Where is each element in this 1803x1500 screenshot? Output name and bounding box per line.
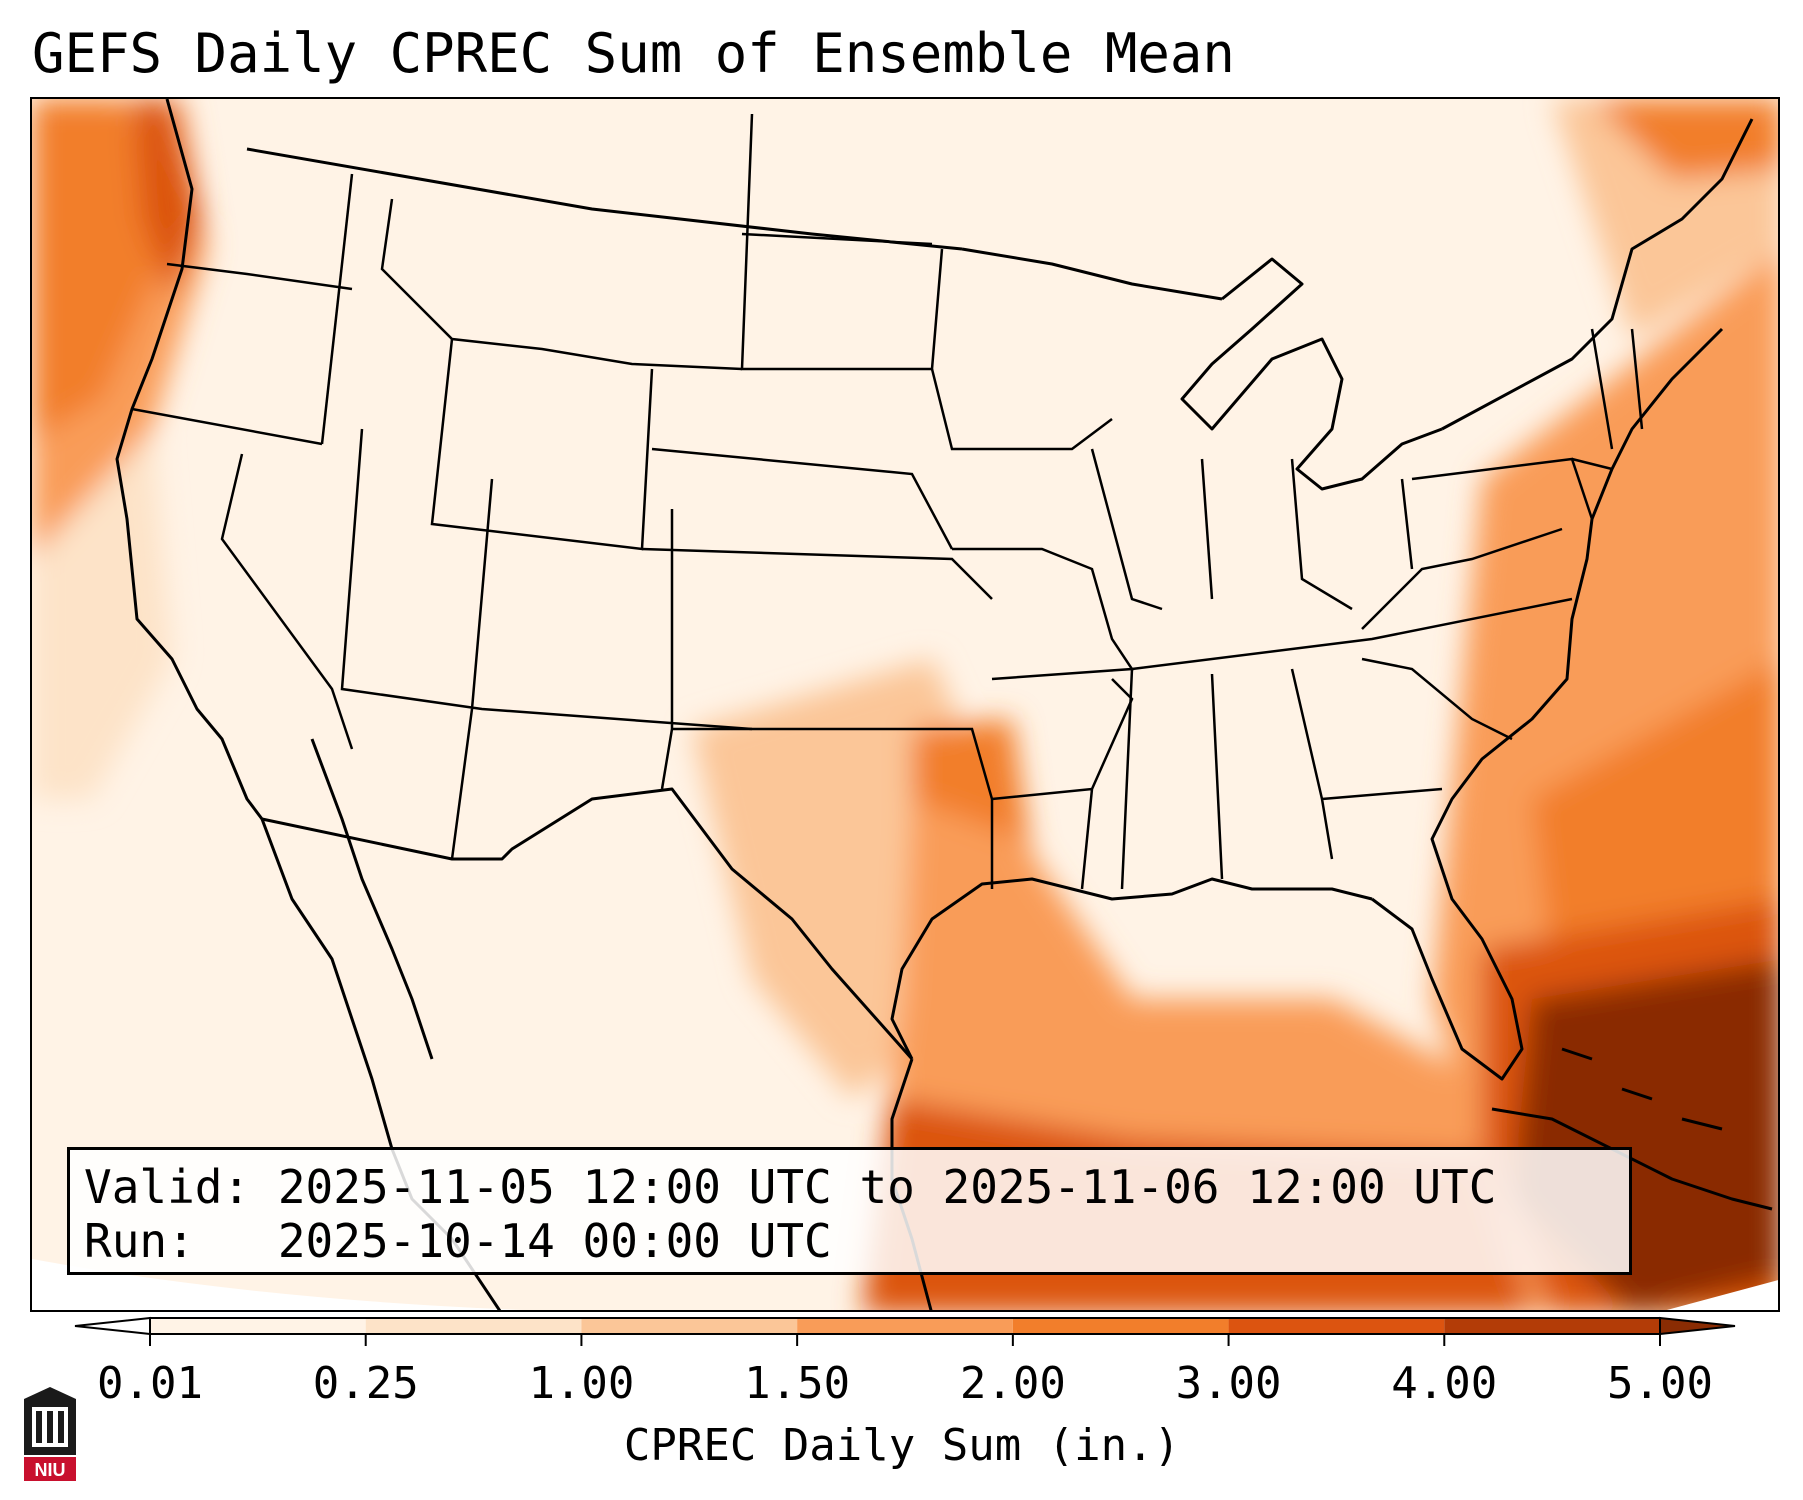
colorbar-segment bbox=[797, 1318, 1013, 1334]
map-title: GEFS Daily CPREC Sum of Ensemble Mean bbox=[32, 22, 1235, 85]
bahamas-outline bbox=[1561, 1047, 1723, 1131]
colorbar-segment bbox=[1228, 1318, 1445, 1334]
colorbar-segment bbox=[365, 1318, 582, 1334]
colorbar-tick-label: 2.00 bbox=[959, 1358, 1066, 1409]
state-border-tn-ky bbox=[1131, 597, 1573, 671]
state-border-nd-sd bbox=[741, 232, 933, 246]
colorbar-under-triangle bbox=[74, 1316, 151, 1336]
colorbar-tick-label: 5.00 bbox=[1607, 1358, 1713, 1409]
state-border-mo-ar bbox=[952, 547, 1135, 681]
state-border-dakotas bbox=[740, 113, 944, 371]
colorbar-segment bbox=[581, 1318, 798, 1334]
colorbar-segment bbox=[150, 1318, 366, 1334]
colorbar-over-triangle bbox=[1659, 1316, 1736, 1336]
precip-map bbox=[32, 99, 1778, 1310]
canada-border-east bbox=[1441, 118, 1754, 431]
colorbar-segments bbox=[74, 1316, 1736, 1336]
pacific-coastline bbox=[115, 99, 264, 820]
niu-logo-text: NIU bbox=[35, 1460, 66, 1480]
state-border-sc-nc bbox=[1361, 657, 1513, 741]
colorbar-segment bbox=[1444, 1318, 1660, 1334]
state-border-id bbox=[320, 173, 354, 445]
colorbar-tick-label: 1.00 bbox=[528, 1358, 635, 1409]
colorbar-tick-label: 0.25 bbox=[312, 1358, 419, 1409]
colorbar-segment bbox=[1012, 1318, 1229, 1334]
colorbar bbox=[74, 1316, 1736, 1346]
canada-border-central bbox=[961, 247, 1223, 301]
state-border-ok-tx bbox=[672, 727, 994, 889]
baja-peninsula bbox=[310, 738, 434, 1060]
colorbar-tick-label: 3.00 bbox=[1175, 1358, 1282, 1409]
run-time-line: Run: 2025-10-14 00:00 UTC bbox=[84, 1214, 832, 1268]
state-border-or-ca bbox=[131, 407, 323, 446]
niu-logo: NIU bbox=[24, 1387, 76, 1481]
great-lakes-outline bbox=[1180, 257, 1443, 491]
valid-run-info-box: Valid: 2025-11-05 12:00 UTC to 2025-11-0… bbox=[67, 1147, 1632, 1275]
gulf-coastline bbox=[890, 877, 1373, 1060]
us-boundaries bbox=[115, 99, 1773, 1310]
cuba-outline bbox=[1491, 1107, 1773, 1211]
atlantic-coastline bbox=[1371, 327, 1724, 1081]
colorbar-ticks bbox=[149, 1334, 1661, 1346]
valid-time-line: Valid: 2025-11-05 12:00 UTC to 2025-11-0… bbox=[84, 1160, 1497, 1214]
state-border-il-in-oh bbox=[1090, 448, 1353, 611]
state-border-wy bbox=[430, 338, 654, 551]
domain-edge-southwest bbox=[32, 1259, 524, 1310]
mexico-border bbox=[261, 787, 914, 1060]
state-border-wa-or bbox=[166, 262, 353, 291]
state-border-mn-ia bbox=[930, 368, 1113, 451]
state-border-ny-ne bbox=[1571, 328, 1644, 471]
colorbar-tick-label: 0.01 bbox=[97, 1358, 203, 1409]
state-border-ms-al-ga bbox=[1120, 668, 1443, 890]
colorbar-label: CPREC Daily Sum (in.) bbox=[623, 1420, 1181, 1471]
state-borders bbox=[131, 113, 1644, 890]
colorbar-tick-label: 1.50 bbox=[744, 1358, 851, 1409]
map-panel bbox=[30, 97, 1780, 1312]
state-border-ne-ks bbox=[641, 447, 993, 600]
domain-edge-southeast bbox=[1666, 1280, 1778, 1310]
state-border-mt-south bbox=[380, 198, 743, 371]
colorbar-outline bbox=[149, 1317, 1661, 1335]
state-border-ar-la bbox=[991, 678, 1134, 890]
colorbar-tick-label: 4.00 bbox=[1391, 1358, 1498, 1409]
state-border-nv-ca bbox=[220, 453, 354, 750]
